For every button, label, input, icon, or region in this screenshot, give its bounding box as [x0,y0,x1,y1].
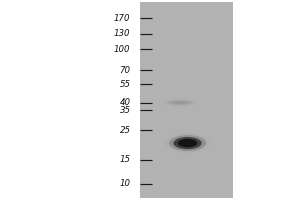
Ellipse shape [163,100,197,106]
Text: 130: 130 [114,29,130,38]
Text: 40: 40 [119,98,130,107]
Text: 70: 70 [119,66,130,75]
Text: 35: 35 [119,106,130,115]
Ellipse shape [178,139,197,147]
Text: 170: 170 [114,14,130,23]
Ellipse shape [171,101,189,104]
Ellipse shape [169,135,206,151]
Text: 55: 55 [119,80,130,89]
Text: 100: 100 [114,45,130,54]
Ellipse shape [173,137,202,149]
Bar [140,2,232,198]
Text: 15: 15 [119,155,130,164]
Text: 10: 10 [119,179,130,188]
Ellipse shape [167,100,193,105]
Text: 25: 25 [119,126,130,135]
